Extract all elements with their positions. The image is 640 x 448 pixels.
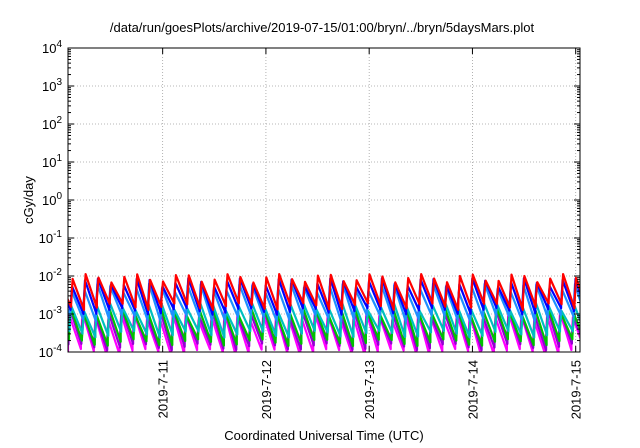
y-tick-label: 103 [42,77,62,94]
y-tick-label: 104 [42,39,62,56]
y-tick-label: 102 [42,115,62,132]
y-tick-label: 10-2 [39,267,63,284]
y-tick-label: 100 [42,191,62,208]
y-tick-label: 101 [42,153,62,170]
series-line [68,273,580,311]
y-tick-label: 10-3 [39,305,63,322]
chart-title: /data/run/goesPlots/archive/2019-07-15/0… [110,20,535,35]
x-tick-label: 2019-7-15 [569,360,584,419]
series-group [68,273,580,352]
tick-marks [68,47,580,353]
y-tick-labels: 10-4 10-3 10-2 10-1 100 101 102 103 104 [39,39,63,360]
y-tick-label: 10-4 [39,343,63,360]
y-tick-label: 10-1 [39,229,63,246]
x-tick-label: 2019-7-11 [156,360,171,418]
x-tick-label: 2019-7-12 [259,360,274,419]
x-tick-label: 2019-7-13 [362,360,377,419]
x-axis-title: Coordinated Universal Time (UTC) [224,428,423,443]
y-axis-title: cGy/day [21,176,36,224]
x-tick-labels: 2019-7-11 2019-7-12 2019-7-13 2019-7-14 2019… [156,360,584,419]
grid-lines [68,48,580,352]
x-tick-label: 2019-7-14 [465,360,480,419]
